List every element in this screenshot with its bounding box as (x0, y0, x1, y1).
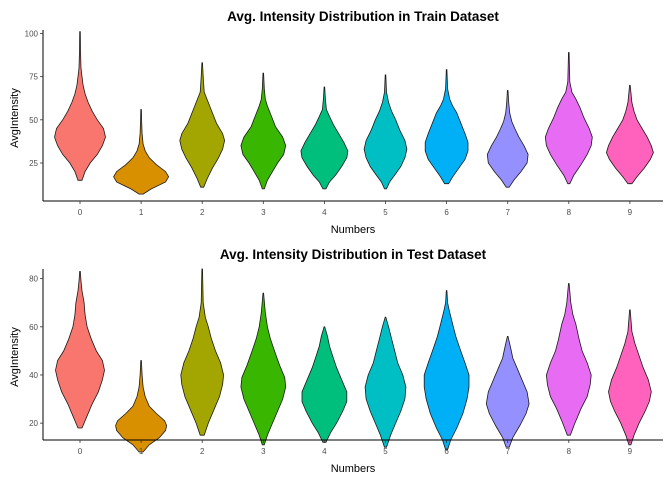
test-violin-5 (364, 316, 407, 448)
test-x-tick-label-5: 5 (383, 447, 388, 456)
test-x-ticks: 0 1 2 3 4 5 6 7 8 9 (78, 440, 633, 456)
test-violin-1 (115, 360, 168, 453)
test-violin-4 (301, 326, 348, 443)
train-x-tick-label-3: 3 (261, 208, 266, 217)
test-x-axis-label: Numbers (331, 463, 376, 475)
test-chart-title: Avg. Intensity Distribution in Test Data… (220, 247, 487, 262)
train-x-tick-label-5: 5 (383, 208, 388, 217)
test-y-axis-label: AvgIntensity (9, 327, 21, 387)
train-x-ticks: 0 1 2 3 4 5 6 7 8 9 (78, 201, 633, 217)
test-violin-8 (545, 283, 592, 436)
train-y-ticks: 25 50 75 100 (25, 29, 43, 168)
train-violin-8 (544, 52, 593, 185)
train-violin-2 (179, 62, 226, 188)
train-x-axis-label: Numbers (331, 224, 376, 236)
test-x-tick-label-9: 9 (628, 447, 633, 456)
test-violin-6 (423, 290, 470, 450)
train-y-tick-label: 25 (29, 159, 38, 168)
test-x-tick-label-2: 2 (200, 447, 205, 456)
test-x-tick-label-8: 8 (567, 447, 572, 456)
test-x-tick-label-3: 3 (261, 447, 266, 456)
test-violin-3 (240, 292, 287, 446)
test-x-tick-label-0: 0 (78, 447, 83, 456)
train-x-tick-label-0: 0 (78, 208, 83, 217)
test-y-tick-label: 40 (29, 371, 38, 380)
test-y-tick-label: 80 (29, 275, 38, 284)
train-x-tick-label-8: 8 (567, 208, 572, 217)
test-violin-0 (55, 271, 105, 429)
train-violin-1 (113, 109, 170, 195)
train-y-tick-label: 100 (25, 29, 39, 38)
train-chart-title: Avg. Intensity Distribution in Train Dat… (227, 9, 499, 24)
train-x-tick-label-1: 1 (139, 208, 144, 217)
train-violin-5 (363, 74, 408, 190)
train-y-tick-label: 50 (29, 116, 38, 125)
train-x-tick-label-7: 7 (505, 208, 510, 217)
test-violin-9 (608, 309, 652, 446)
test-violin-2 (180, 268, 225, 436)
test-y-tick-label: 20 (29, 419, 38, 428)
test-panel: Avg. Intensity Distribution in Test Data… (9, 247, 663, 475)
train-violin-9 (605, 84, 654, 185)
test-violin-7 (485, 336, 530, 448)
train-violin-3 (240, 72, 287, 190)
train-x-tick-label-4: 4 (322, 208, 327, 217)
train-y-tick-label: 75 (29, 73, 38, 82)
test-x-tick-label-1: 1 (139, 447, 144, 456)
test-violins (55, 268, 652, 453)
train-violin-4 (300, 86, 349, 190)
test-x-tick-label-7: 7 (505, 447, 510, 456)
train-panel: Avg. Intensity Distribution in Train Dat… (9, 9, 663, 236)
train-violin-0 (54, 31, 106, 181)
test-x-tick-label-4: 4 (322, 447, 327, 456)
test-y-ticks: 20 40 60 80 (29, 275, 43, 428)
train-x-tick-label-2: 2 (200, 208, 205, 217)
train-violin-7 (486, 90, 529, 188)
test-x-tick-label-6: 6 (444, 447, 449, 456)
test-y-tick-label: 60 (29, 323, 38, 332)
train-violins (54, 31, 654, 195)
train-x-tick-label-6: 6 (444, 208, 449, 217)
train-y-axis-label: AvgIntensity (9, 88, 21, 148)
train-x-tick-label-9: 9 (628, 208, 633, 217)
train-violin-6 (424, 69, 469, 185)
